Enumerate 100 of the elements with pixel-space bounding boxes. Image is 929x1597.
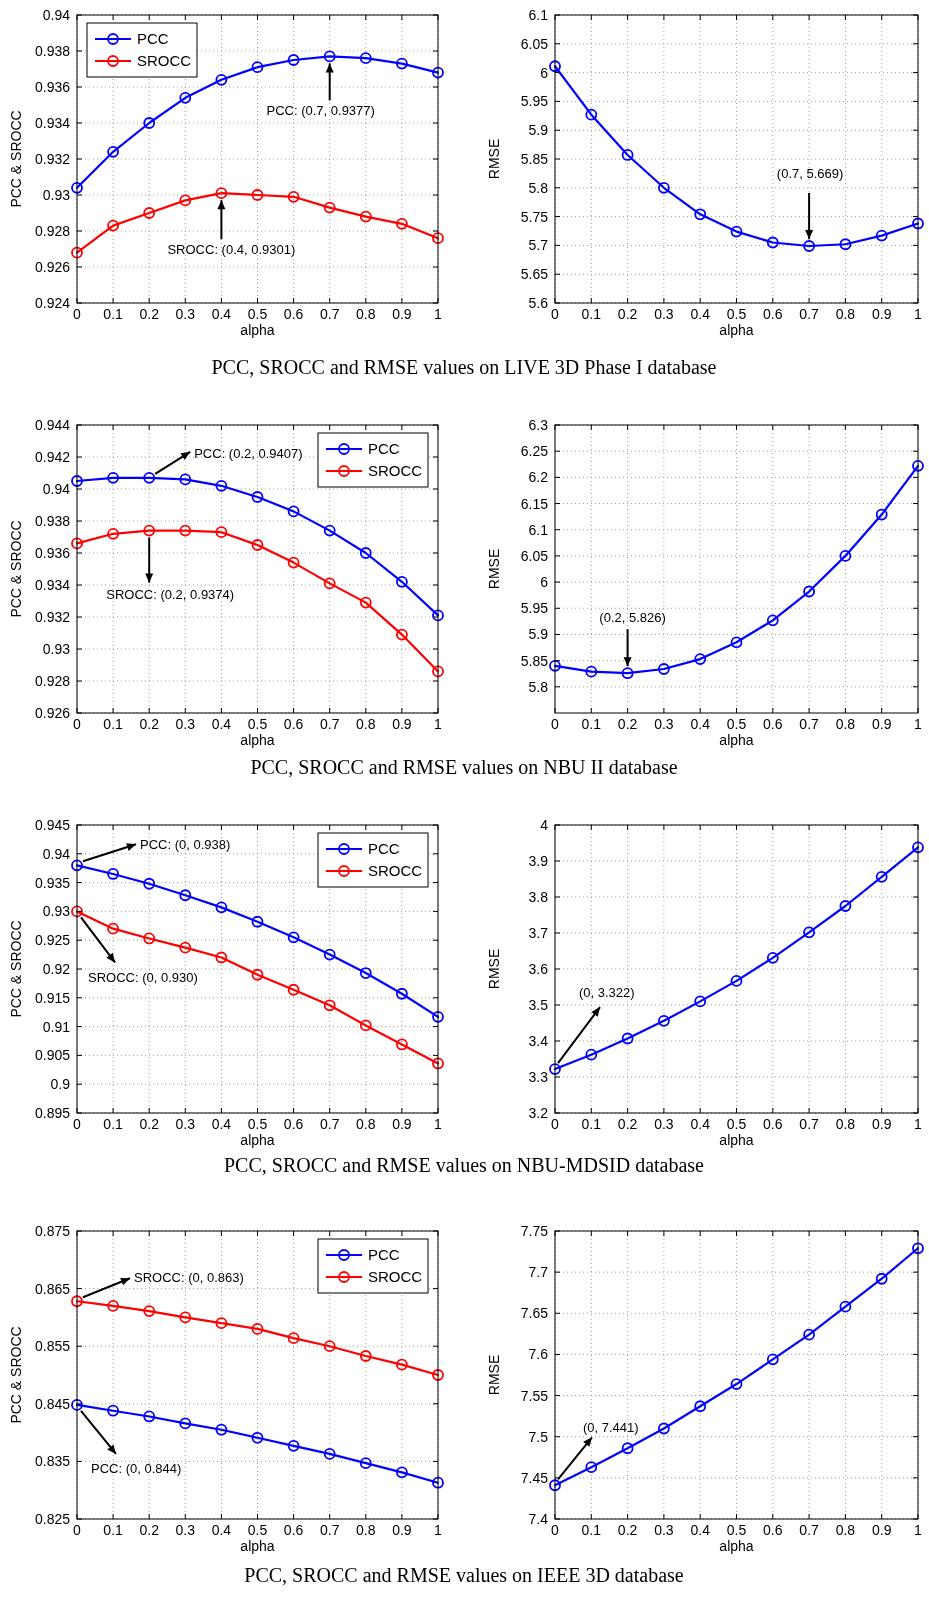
point — [359, 210, 372, 223]
y-tick-label: 5.8 — [528, 678, 549, 695]
point — [585, 1048, 598, 1061]
x-tick-label: 1 — [914, 1116, 923, 1132]
y-tick-label: 5.8 — [528, 179, 549, 196]
x-tick-label: 0.3 — [175, 716, 196, 732]
y-tick-label: 0.875 — [34, 1223, 71, 1239]
point — [432, 66, 444, 79]
point — [251, 1431, 264, 1444]
point — [287, 54, 300, 66]
x-tick-label: 0.2 — [617, 1522, 638, 1538]
x-axis-title: alpha — [719, 322, 754, 338]
point — [71, 1295, 83, 1308]
x-tick-label: 1 — [434, 716, 443, 732]
y-tick-label: 0.934 — [34, 577, 71, 593]
point — [143, 1410, 156, 1423]
point — [143, 932, 156, 945]
point — [323, 948, 336, 961]
x-tick-label: 0.7 — [319, 1522, 340, 1538]
x-tick-label: 0 — [73, 1522, 82, 1538]
point — [803, 240, 815, 252]
point — [215, 951, 228, 964]
legend-label: SROCC — [368, 862, 423, 879]
point — [215, 187, 228, 200]
point — [432, 1476, 444, 1489]
point — [359, 547, 372, 559]
point — [71, 537, 83, 550]
x-tick-label: 0.7 — [799, 306, 820, 322]
y-tick-label: 0.93 — [42, 187, 71, 203]
point — [143, 524, 156, 537]
annotation: (0.2, 5.826) — [599, 610, 666, 626]
y-tick-label: 0.932 — [34, 151, 71, 167]
point — [143, 471, 156, 484]
x-tick-label: 0 — [73, 1116, 82, 1132]
x-tick-label: 0.4 — [690, 716, 711, 732]
point — [730, 1378, 743, 1390]
point — [658, 1422, 670, 1435]
x-tick-label: 0.6 — [763, 716, 783, 732]
point — [179, 1311, 192, 1324]
x-axis-title: alpha — [240, 1538, 275, 1554]
point — [251, 61, 264, 74]
x-tick-label: 0.1 — [103, 1522, 124, 1538]
point — [875, 229, 888, 242]
point — [912, 1242, 924, 1255]
x-tick-label: 0.3 — [654, 306, 674, 322]
text: PCC, SROCC and RMSE values on IEEE 3D database — [244, 1564, 684, 1586]
point — [621, 149, 634, 161]
point — [875, 1272, 888, 1285]
annotation: PCC: (0.7, 0.9377) — [266, 103, 375, 119]
x-tick-label: 0 — [551, 1116, 560, 1132]
y-tick-label: 0.945 — [34, 817, 71, 833]
x-tick-label: 0.7 — [319, 306, 340, 322]
y-tick-label: 7.75 — [520, 1223, 549, 1239]
x-tick-label: 0.6 — [283, 716, 304, 732]
y-tick-label: 0.942 — [34, 449, 71, 465]
point — [143, 207, 156, 219]
x-axis-title: alpha — [719, 1538, 754, 1554]
x-tick-label: 0.6 — [763, 1116, 783, 1132]
x-tick-label: 1 — [914, 306, 923, 322]
y-tick-label: 0.928 — [34, 223, 71, 239]
point — [730, 636, 743, 649]
point — [143, 1305, 156, 1317]
point — [396, 57, 408, 70]
x-tick-label: 0.6 — [763, 306, 783, 322]
point — [215, 901, 228, 914]
x-tick-label: 0 — [551, 306, 560, 322]
x-tick-label: 0 — [73, 716, 82, 732]
point — [803, 926, 815, 939]
point — [179, 1417, 192, 1430]
x-tick-label: 1 — [434, 1116, 443, 1132]
point — [251, 491, 264, 503]
x-tick-label: 0.5 — [726, 306, 747, 322]
x-tick-label: 0.6 — [283, 1522, 304, 1538]
x-tick-label: 0.6 — [283, 306, 304, 322]
y-tick-label: 0.845 — [34, 1395, 71, 1412]
y-tick-label: 0.91 — [42, 1018, 71, 1035]
point — [287, 190, 300, 203]
y-tick-label: 3.2 — [528, 1105, 549, 1121]
point — [549, 1479, 561, 1492]
point — [287, 556, 300, 569]
x-tick-label: 0.4 — [690, 306, 711, 322]
x-tick-label: 0.9 — [871, 1116, 892, 1132]
x-tick-label: 0.6 — [763, 1522, 783, 1538]
y-axis-title: PCC & SROCC — [8, 920, 24, 1018]
x-tick-label: 0.5 — [247, 1116, 268, 1132]
point — [432, 1369, 444, 1381]
x-tick-label: 0 — [73, 306, 82, 322]
text: PCC, SROCC and RMSE values on NBU II database — [250, 756, 678, 778]
x-tick-label: 1 — [914, 1522, 923, 1538]
y-axis-title: PCC & SROCC — [8, 110, 24, 208]
point — [359, 1457, 372, 1470]
point — [287, 1332, 300, 1345]
x-tick-label: 0.9 — [871, 716, 892, 732]
y-tick-label: 0.855 — [34, 1338, 71, 1355]
point — [215, 73, 228, 86]
x-tick-label: 0.1 — [581, 1116, 602, 1132]
x-tick-label: 0.2 — [617, 306, 638, 322]
point — [766, 236, 779, 249]
x-tick-label: 0 — [551, 1522, 560, 1538]
point — [396, 1358, 408, 1371]
